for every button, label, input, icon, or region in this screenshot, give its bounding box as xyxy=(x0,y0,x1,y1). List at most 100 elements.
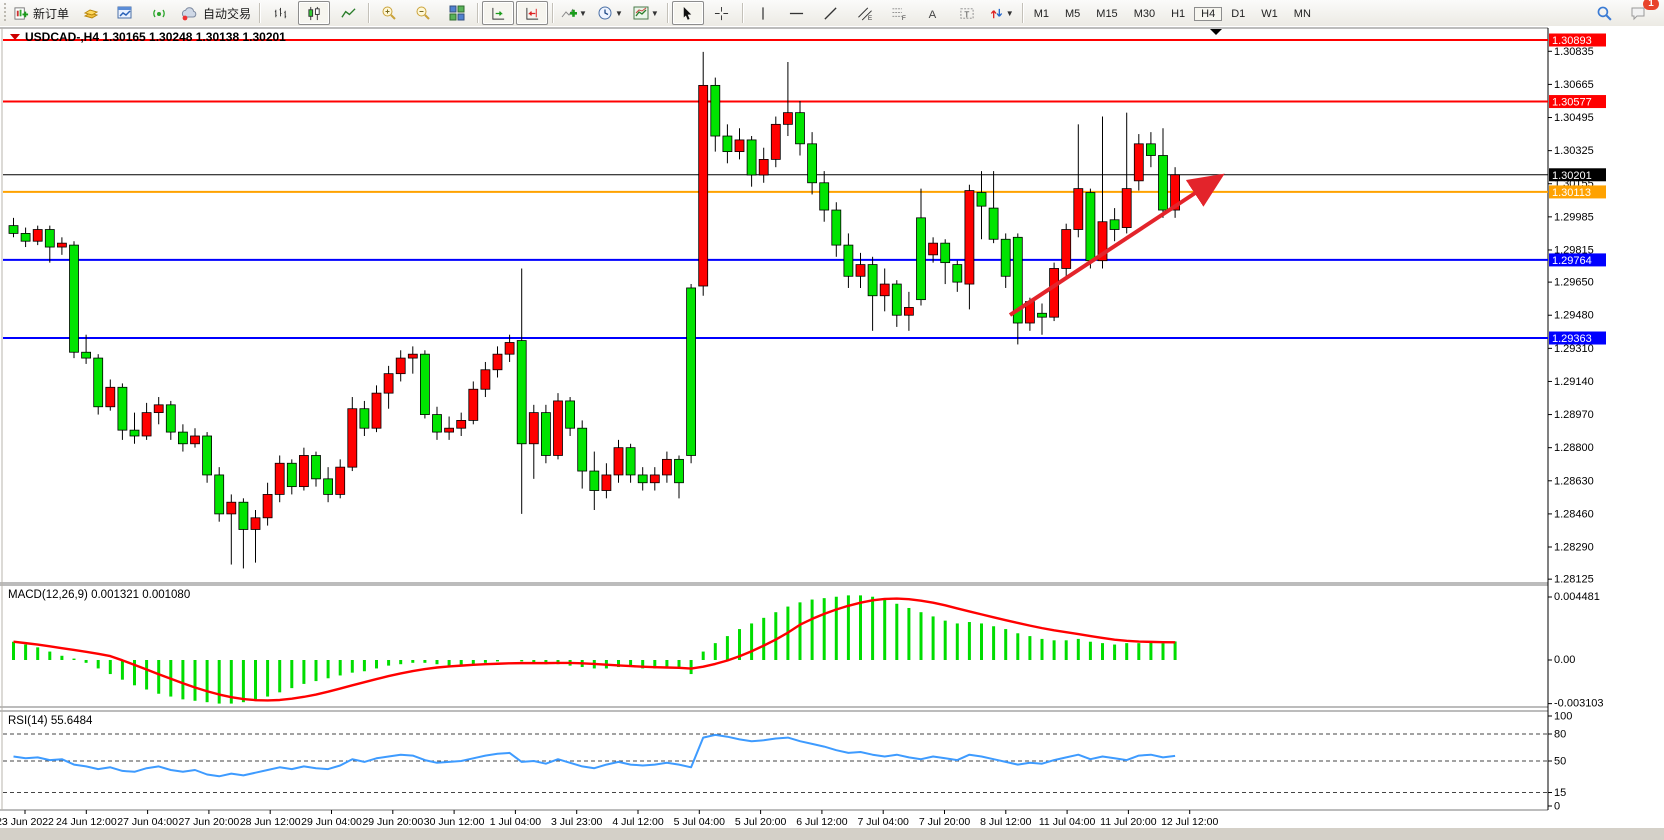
candle[interactable] xyxy=(32,229,43,242)
equidistant-channel-button[interactable]: E xyxy=(849,1,881,25)
candle[interactable] xyxy=(480,369,491,390)
candle[interactable] xyxy=(783,112,793,125)
candle[interactable] xyxy=(286,462,297,488)
templates-button[interactable]: ▼ xyxy=(629,1,663,25)
charts-button[interactable] xyxy=(109,1,141,25)
candle[interactable] xyxy=(940,242,951,264)
candle[interactable] xyxy=(674,458,684,484)
candle[interactable] xyxy=(1146,143,1156,156)
candle[interactable] xyxy=(190,435,200,445)
candle[interactable] xyxy=(541,412,551,456)
vertical-line-button[interactable] xyxy=(747,1,779,25)
candle[interactable] xyxy=(1121,188,1132,228)
auto-trading-button[interactable]: 自动交易 xyxy=(177,1,255,25)
candle[interactable] xyxy=(952,264,963,283)
candle[interactable] xyxy=(613,447,624,476)
candle[interactable] xyxy=(492,353,503,371)
zoom-out-button[interactable] xyxy=(407,1,439,25)
candle[interactable] xyxy=(81,351,91,359)
timeframe-m30[interactable]: M30 xyxy=(1133,8,1156,20)
timeframe-m1[interactable]: M1 xyxy=(1033,8,1049,20)
candle[interactable] xyxy=(795,112,805,145)
candle[interactable] xyxy=(916,217,926,301)
candle[interactable] xyxy=(637,474,648,484)
candle[interactable] xyxy=(347,408,358,468)
candle[interactable] xyxy=(625,447,636,476)
candle[interactable] xyxy=(831,209,842,246)
candle[interactable] xyxy=(129,429,140,437)
candle[interactable] xyxy=(710,84,721,137)
candle[interactable] xyxy=(395,357,406,375)
cursor-button[interactable] xyxy=(671,1,704,25)
timeframe-m5[interactable]: M5 xyxy=(1065,8,1081,20)
candle[interactable] xyxy=(298,455,309,488)
candle[interactable] xyxy=(565,400,575,429)
tile-windows-button[interactable] xyxy=(441,1,473,25)
candle[interactable] xyxy=(468,388,479,421)
candle[interactable] xyxy=(1170,174,1180,211)
chart-shift-button[interactable] xyxy=(516,1,549,25)
notifications-button[interactable]: 1 xyxy=(1622,0,1659,25)
candle[interactable] xyxy=(1097,221,1108,262)
candle[interactable] xyxy=(722,135,733,153)
candle[interactable] xyxy=(649,474,660,484)
timeframe-h1[interactable]: H1 xyxy=(1171,8,1186,20)
candle[interactable] xyxy=(553,400,563,456)
candle[interactable] xyxy=(1085,192,1096,262)
candle[interactable] xyxy=(843,244,854,277)
candle[interactable] xyxy=(516,340,527,445)
candle[interactable] xyxy=(274,462,285,495)
candle[interactable] xyxy=(444,427,455,433)
candle[interactable] xyxy=(226,501,237,515)
candle[interactable] xyxy=(577,427,588,472)
candle[interactable] xyxy=(1037,312,1047,318)
zoom-in-button[interactable] xyxy=(373,1,405,25)
text-label-button[interactable]: T xyxy=(951,1,983,25)
candle[interactable] xyxy=(528,412,539,445)
new-order-button[interactable]: 新订单 xyxy=(10,1,73,25)
deposit-button[interactable] xyxy=(75,1,107,25)
candle[interactable] xyxy=(1012,236,1023,324)
timeframe-w1[interactable]: W1 xyxy=(1261,8,1278,20)
candle[interactable] xyxy=(69,244,79,353)
horizontal-line-button[interactable] xyxy=(781,1,813,25)
fibonacci-button[interactable]: F xyxy=(883,1,915,25)
candle[interactable] xyxy=(371,392,382,429)
candle[interactable] xyxy=(359,408,370,429)
candle[interactable] xyxy=(177,431,188,445)
candle[interactable] xyxy=(662,458,672,476)
candle[interactable] xyxy=(20,233,31,242)
candle[interactable] xyxy=(964,190,975,285)
candle[interactable] xyxy=(746,139,757,176)
candle[interactable] xyxy=(153,404,164,414)
candle[interactable] xyxy=(250,517,261,530)
candle[interactable] xyxy=(141,412,152,437)
timeframe-d1[interactable]: D1 xyxy=(1231,8,1246,20)
candle[interactable] xyxy=(262,494,273,519)
candle[interactable] xyxy=(589,470,600,491)
candle[interactable] xyxy=(904,307,914,316)
candle[interactable] xyxy=(238,501,249,530)
candle[interactable] xyxy=(758,159,769,176)
candle[interactable] xyxy=(976,192,987,207)
candle[interactable] xyxy=(819,182,830,211)
candle[interactable] xyxy=(44,229,55,248)
candle[interactable] xyxy=(879,283,890,297)
signals-button[interactable] xyxy=(143,1,175,25)
candle[interactable] xyxy=(117,386,128,431)
candlestick-chart-button[interactable] xyxy=(298,1,331,25)
candle[interactable] xyxy=(807,143,817,184)
candle[interactable] xyxy=(93,357,104,408)
chart-canvas[interactable]: 1.308351.306651.304951.303251.301551.299… xyxy=(0,26,1664,835)
candle[interactable] xyxy=(1049,268,1059,318)
toolbar-grip[interactable] xyxy=(2,3,7,23)
candle[interactable] xyxy=(855,264,866,277)
candle[interactable] xyxy=(686,287,696,456)
candle[interactable] xyxy=(323,478,334,495)
search-button[interactable] xyxy=(1588,1,1620,25)
candle[interactable] xyxy=(407,353,418,359)
candle[interactable] xyxy=(311,455,321,480)
candle[interactable] xyxy=(1109,219,1120,230)
candle[interactable] xyxy=(8,225,19,234)
chart-window[interactable]: 1.30835 1.30665 1.30495 1.30325 1.30155 1.299… xyxy=(0,26,1664,835)
